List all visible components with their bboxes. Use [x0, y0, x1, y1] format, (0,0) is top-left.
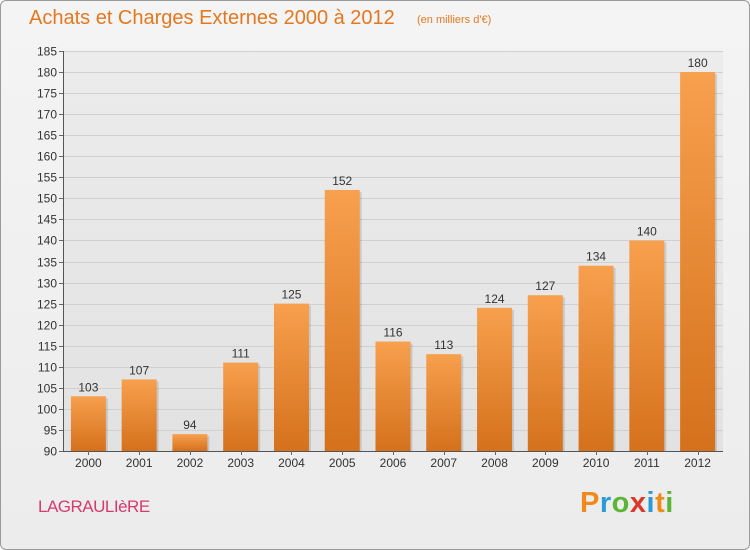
bar — [172, 434, 208, 451]
x-tick-label: 2002 — [177, 456, 204, 470]
x-tick-label: 2006 — [380, 456, 407, 470]
y-tick-label: 165 — [37, 129, 57, 143]
x-tick-label: 2009 — [532, 456, 559, 470]
bar — [426, 354, 462, 451]
brand-letter: r — [599, 487, 612, 519]
y-tick-label: 125 — [37, 298, 57, 312]
y-tick-label: 120 — [37, 319, 57, 333]
y-tick-label: 130 — [37, 277, 57, 291]
x-tick-label: 2010 — [583, 456, 610, 470]
x-tick-label: 2004 — [278, 456, 305, 470]
x-tick-label: 2012 — [684, 456, 711, 470]
bar — [629, 240, 665, 451]
data-label: 152 — [332, 174, 352, 188]
y-tick-label: 170 — [37, 108, 57, 122]
brand-letter: P — [580, 487, 600, 519]
bar — [527, 295, 563, 451]
y-tick-label: 155 — [37, 171, 57, 185]
labels: 90 95 100 105 110 115 120 125 130 135 140 145 150 155… — [37, 45, 711, 471]
y-tick-label: 100 — [37, 403, 57, 417]
bar — [680, 72, 716, 451]
y-tick-label: 150 — [37, 192, 57, 206]
data-label: 113 — [434, 338, 453, 352]
y-tick-label: 175 — [37, 87, 57, 101]
brand-letter: x — [629, 487, 647, 519]
y-tick-label: 185 — [37, 45, 57, 59]
brand-letter: o — [611, 487, 630, 519]
x-tick-label: 2011 — [634, 456, 660, 470]
brand-letter: i — [646, 487, 656, 519]
data-label: 125 — [281, 288, 301, 302]
y-tick-label: 140 — [37, 234, 57, 248]
data-label: 107 — [129, 363, 149, 377]
data-label: 111 — [232, 347, 251, 361]
bar — [477, 307, 513, 451]
bars — [70, 72, 718, 451]
axes — [59, 51, 723, 455]
bar — [324, 189, 360, 451]
y-tick-label: 90 — [44, 445, 58, 459]
x-tick-label: 2000 — [75, 456, 102, 470]
bar — [578, 265, 614, 451]
x-tick-label: 2005 — [329, 456, 356, 470]
y-tick-label: 110 — [38, 361, 57, 375]
bar — [121, 379, 157, 451]
y-tick-label: 180 — [37, 66, 57, 80]
commune-name: LAGRAULIèRE — [38, 497, 150, 516]
y-tick-label: 95 — [44, 424, 58, 438]
brand-letter: t — [655, 487, 666, 519]
x-tick-label: 2008 — [481, 456, 508, 470]
x-tick-label: 2001 — [126, 456, 153, 470]
x-tick-label: 2003 — [227, 456, 254, 470]
bar — [70, 396, 106, 451]
brand-letter: i — [665, 487, 674, 519]
y-tick-label: 135 — [37, 256, 57, 270]
data-label: 140 — [637, 224, 657, 238]
data-label: 94 — [183, 418, 197, 432]
data-label: 103 — [78, 380, 98, 394]
data-label: 180 — [688, 56, 708, 70]
proxiti-logo: Proxiti — [580, 487, 674, 520]
chart-title: Achats et Charges Externes 2000 à 2012 — [29, 7, 395, 29]
y-tick-label: 160 — [37, 150, 57, 164]
bar — [273, 303, 309, 451]
y-tick-label: 145 — [37, 213, 57, 227]
chart-subtitle: (en milliers d'€) — [417, 14, 492, 26]
y-tick-label: 115 — [38, 340, 57, 354]
bar — [223, 362, 259, 451]
bar — [375, 341, 411, 451]
data-label: 127 — [535, 279, 555, 293]
x-tick-label: 2007 — [430, 456, 457, 470]
data-label: 116 — [383, 326, 402, 340]
y-tick-label: 105 — [37, 382, 57, 396]
data-label: 124 — [485, 292, 505, 306]
data-label: 134 — [586, 250, 606, 264]
